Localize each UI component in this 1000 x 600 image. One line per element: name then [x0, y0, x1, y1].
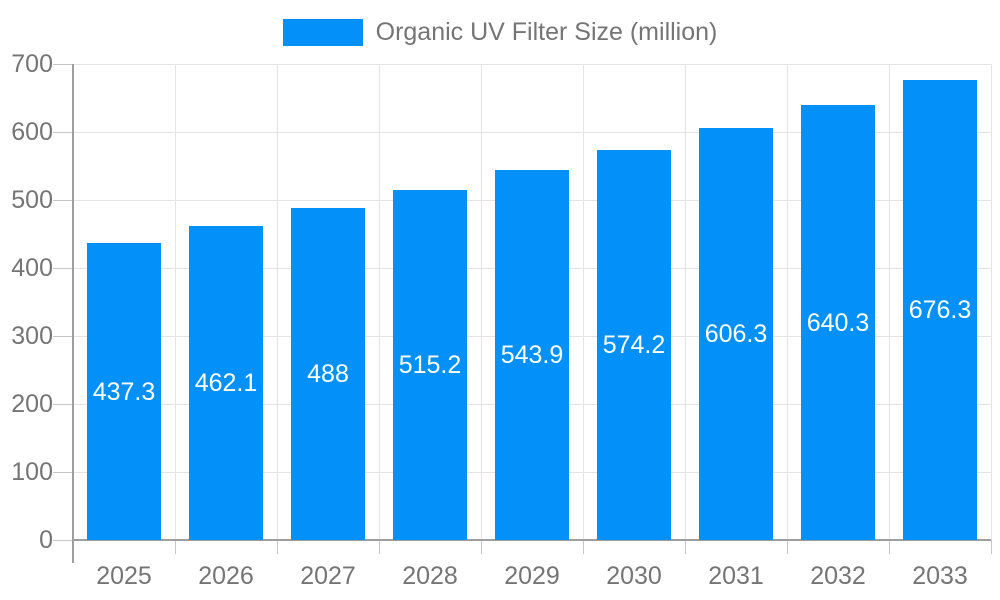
x-axis-line — [73, 539, 991, 541]
gridline — [787, 64, 788, 540]
bar[interactable]: 543.9 — [495, 170, 569, 540]
bar-value-label: 462.1 — [194, 369, 258, 397]
bar-value-label: 676.3 — [908, 296, 972, 324]
bar[interactable]: 515.2 — [393, 190, 467, 540]
gridline — [73, 64, 991, 65]
bar[interactable]: 462.1 — [189, 226, 263, 540]
y-axis-tick — [53, 404, 73, 405]
legend-swatch[interactable] — [282, 19, 363, 46]
bar-value-label: 515.2 — [398, 351, 462, 379]
y-axis-tick — [53, 200, 73, 201]
bar-value-label: 437.3 — [92, 378, 156, 406]
x-axis-tick — [991, 540, 992, 554]
bar-value-label: 488 — [307, 360, 349, 388]
x-axis-tick — [175, 540, 176, 554]
x-axis-label: 2025 — [96, 562, 152, 590]
bar-value-label: 606.3 — [704, 320, 768, 348]
x-axis-label: 2032 — [810, 562, 866, 590]
y-axis-label: 300 — [11, 322, 53, 350]
x-axis-label: 2030 — [606, 562, 662, 590]
x-axis-tick — [583, 540, 584, 554]
gridline — [277, 64, 278, 540]
gridline — [685, 64, 686, 540]
x-axis-label: 2031 — [708, 562, 764, 590]
y-axis-line — [72, 64, 74, 563]
x-axis-label: 2033 — [912, 562, 968, 590]
bar-value-label: 543.9 — [500, 341, 564, 369]
x-axis-tick — [685, 540, 686, 554]
gridline — [379, 64, 380, 540]
x-axis-label: 2028 — [402, 562, 458, 590]
legend-label: Organic UV Filter Size (million) — [375, 18, 718, 46]
y-axis-label: 600 — [11, 118, 53, 146]
y-axis-label: 100 — [11, 458, 53, 486]
bar[interactable]: 574.2 — [597, 150, 671, 540]
bar[interactable]: 606.3 — [699, 128, 773, 540]
bar[interactable]: 640.3 — [801, 105, 875, 540]
y-axis-label: 500 — [11, 186, 53, 214]
y-axis-tick — [53, 472, 73, 473]
bar[interactable]: 488 — [291, 208, 365, 540]
x-axis-tick — [481, 540, 482, 554]
gridline — [481, 64, 482, 540]
gridline — [175, 64, 176, 540]
x-axis-tick — [277, 540, 278, 554]
x-axis-label: 2027 — [300, 562, 356, 590]
bar[interactable]: 437.3 — [87, 243, 161, 540]
x-axis-label: 2026 — [198, 562, 254, 590]
bar[interactable]: 676.3 — [903, 80, 977, 540]
y-axis-label: 0 — [39, 526, 53, 554]
bar-value-label: 640.3 — [806, 309, 870, 337]
y-axis-tick — [53, 268, 73, 269]
y-axis-tick — [53, 132, 73, 133]
y-axis-label: 700 — [11, 50, 53, 78]
y-axis-label: 400 — [11, 254, 53, 282]
y-axis-tick — [53, 336, 73, 337]
x-axis-tick — [889, 540, 890, 554]
x-axis-tick — [787, 540, 788, 554]
x-axis-label: 2029 — [504, 562, 560, 590]
gridline — [889, 64, 890, 540]
gridline — [73, 132, 991, 133]
y-axis-tick — [53, 540, 73, 541]
bar-value-label: 574.2 — [602, 331, 666, 359]
y-axis-label: 200 — [11, 390, 53, 418]
y-axis-tick — [53, 64, 73, 65]
legend[interactable]: Organic UV Filter Size (million) — [0, 18, 1000, 47]
x-axis-tick — [379, 540, 380, 554]
gridline — [583, 64, 584, 540]
gridline — [991, 64, 992, 540]
